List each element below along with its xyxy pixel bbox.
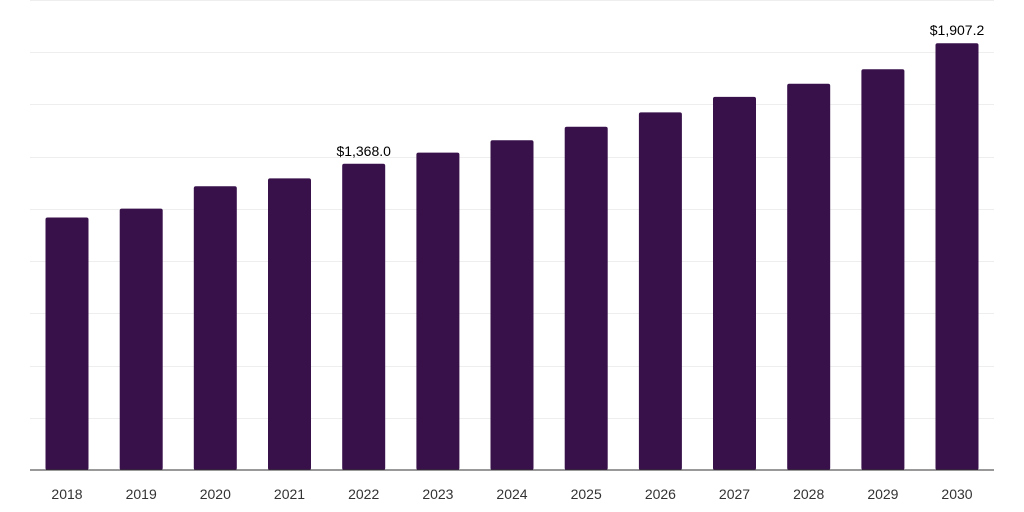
x-tick-label-2028: 2028 [793,486,824,502]
x-tick-label-2027: 2027 [719,486,750,502]
data-labels: $1,368.0 $1,907.2 [336,22,984,159]
x-tick-label-2023: 2023 [422,486,453,502]
x-tick-label-2018: 2018 [51,486,82,502]
data-label-2022: $1,368.0 [336,143,391,159]
x-tick-labels: 2018 2019 2020 2021 2022 2023 2024 2025 2026 2027… [51,486,972,502]
x-tick-label-2026: 2026 [645,486,676,502]
x-tick-label-2030: 2030 [941,486,972,502]
bar-2022[interactable] [342,163,386,471]
bar-2027[interactable] [713,96,756,471]
bar-2029[interactable] [861,69,905,470]
bar-2030[interactable] [935,43,979,470]
x-tick-label-2029: 2029 [867,486,898,502]
bar-2019[interactable] [119,208,163,470]
x-tick-label-2022: 2022 [348,486,379,502]
x-tick-label-2025: 2025 [571,486,602,502]
x-tick-label-2021: 2021 [274,486,305,502]
bar-2028[interactable] [787,83,831,470]
bar-2018[interactable] [45,217,89,471]
bar-2026[interactable] [638,112,682,471]
x-tick-label-2024: 2024 [496,486,527,502]
bar-2021[interactable] [268,178,311,470]
bar-2023[interactable] [416,152,460,470]
bar-2025[interactable] [564,126,608,470]
bars [45,43,979,471]
x-tick-label-2019: 2019 [126,486,157,502]
x-tick-label-2020: 2020 [200,486,231,502]
bar-2020[interactable] [193,186,237,470]
bar-2024[interactable] [490,140,534,471]
data-label-2030: $1,907.2 [930,22,985,38]
